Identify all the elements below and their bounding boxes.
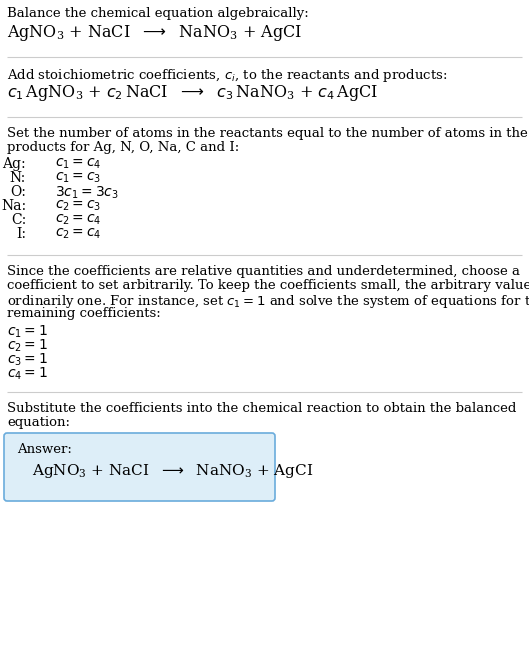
Text: $c_4 = 1$: $c_4 = 1$ (7, 366, 48, 382)
Text: I:: I: (16, 227, 26, 241)
Text: $\mathregular{AgNO_3}$ + NaCI  $\longrightarrow$  $\mathregular{NaNO_3}$ + AgCI: $\mathregular{AgNO_3}$ + NaCI $\longrigh… (7, 23, 303, 43)
Text: Add stoichiometric coefficients, $c_i$, to the reactants and products:: Add stoichiometric coefficients, $c_i$, … (7, 67, 448, 84)
Text: Set the number of atoms in the reactants equal to the number of atoms in the: Set the number of atoms in the reactants… (7, 127, 528, 140)
Text: Na:: Na: (1, 199, 26, 213)
Text: N:: N: (10, 171, 26, 185)
Text: $c_3 = 1$: $c_3 = 1$ (7, 352, 48, 368)
Text: $c_1\,\mathregular{AgNO_3}$ + $c_2\,\mathregular{NaCI}$  $\longrightarrow$  $c_3: $c_1\,\mathregular{AgNO_3}$ + $c_2\,\mat… (7, 83, 378, 103)
Text: Since the coefficients are relative quantities and underdetermined, choose a: Since the coefficients are relative quan… (7, 265, 520, 278)
Text: Balance the chemical equation algebraically:: Balance the chemical equation algebraica… (7, 7, 309, 20)
Text: $c_1 = 1$: $c_1 = 1$ (7, 324, 48, 340)
Text: products for Ag, N, O, Na, C and I:: products for Ag, N, O, Na, C and I: (7, 141, 239, 154)
Text: equation:: equation: (7, 416, 70, 429)
Text: $3 c_1 = 3 c_3$: $3 c_1 = 3 c_3$ (55, 185, 119, 201)
Text: $c_2 = 1$: $c_2 = 1$ (7, 338, 48, 354)
Text: Ag:: Ag: (2, 157, 26, 171)
Text: $c_1 = c_3$: $c_1 = c_3$ (55, 171, 101, 185)
Text: remaining coefficients:: remaining coefficients: (7, 307, 161, 320)
Text: $c_1 = c_4$: $c_1 = c_4$ (55, 157, 102, 171)
Text: $\mathregular{AgNO_3}$ + NaCI  $\longrightarrow$  $\mathregular{NaNO_3}$ + AgCI: $\mathregular{AgNO_3}$ + NaCI $\longrigh… (32, 462, 314, 480)
Text: $c_2 = c_4$: $c_2 = c_4$ (55, 227, 102, 241)
Text: Substitute the coefficients into the chemical reaction to obtain the balanced: Substitute the coefficients into the che… (7, 402, 516, 415)
FancyBboxPatch shape (4, 433, 275, 501)
Text: $c_2 = c_3$: $c_2 = c_3$ (55, 199, 101, 213)
Text: O:: O: (10, 185, 26, 199)
Text: $c_2 = c_4$: $c_2 = c_4$ (55, 213, 102, 227)
Text: Answer:: Answer: (17, 443, 72, 456)
Text: ordinarily one. For instance, set $c_1 = 1$ and solve the system of equations fo: ordinarily one. For instance, set $c_1 =… (7, 293, 529, 310)
Text: coefficient to set arbitrarily. To keep the coefficients small, the arbitrary va: coefficient to set arbitrarily. To keep … (7, 279, 529, 292)
Text: C:: C: (11, 213, 26, 227)
